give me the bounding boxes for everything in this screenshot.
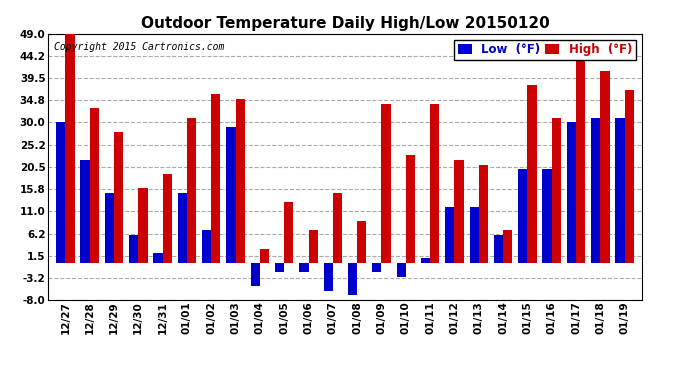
Bar <box>576 53 585 262</box>
Legend: Low  (°F), High  (°F): Low (°F), High (°F) <box>454 40 635 60</box>
Bar <box>357 220 366 262</box>
Bar <box>324 262 333 291</box>
Bar <box>275 262 284 272</box>
Bar <box>503 230 512 262</box>
Bar <box>333 193 342 262</box>
Bar <box>348 262 357 296</box>
Bar <box>382 104 391 262</box>
Bar <box>105 193 114 262</box>
Bar <box>421 258 430 262</box>
Bar <box>445 207 455 262</box>
Bar <box>455 160 464 262</box>
Bar <box>114 132 124 262</box>
Bar <box>250 262 260 286</box>
Bar <box>518 169 527 262</box>
Bar <box>163 174 172 262</box>
Bar <box>138 188 148 262</box>
Bar <box>624 90 634 262</box>
Bar <box>479 165 488 262</box>
Bar <box>406 155 415 262</box>
Bar <box>591 118 600 262</box>
Text: Copyright 2015 Cartronics.com: Copyright 2015 Cartronics.com <box>55 42 225 52</box>
Bar <box>81 160 90 262</box>
Bar <box>430 104 440 262</box>
Bar <box>600 71 609 262</box>
Bar <box>308 230 318 262</box>
Bar <box>178 193 187 262</box>
Bar <box>552 118 561 262</box>
Bar <box>397 262 406 277</box>
Bar <box>187 118 196 262</box>
Bar <box>527 85 537 262</box>
Bar <box>615 118 624 262</box>
Bar <box>211 94 221 262</box>
Bar <box>372 262 382 272</box>
Bar <box>153 253 163 262</box>
Bar <box>566 123 576 262</box>
Bar <box>235 99 245 262</box>
Bar <box>299 262 308 272</box>
Bar <box>260 249 269 262</box>
Bar <box>56 123 66 262</box>
Bar <box>66 34 75 262</box>
Bar <box>542 169 552 262</box>
Bar <box>202 230 211 262</box>
Bar <box>284 202 293 262</box>
Bar <box>226 127 235 262</box>
Bar <box>494 235 503 262</box>
Bar <box>90 108 99 262</box>
Bar <box>469 207 479 262</box>
Title: Outdoor Temperature Daily High/Low 20150120: Outdoor Temperature Daily High/Low 20150… <box>141 16 549 31</box>
Bar <box>129 235 138 262</box>
